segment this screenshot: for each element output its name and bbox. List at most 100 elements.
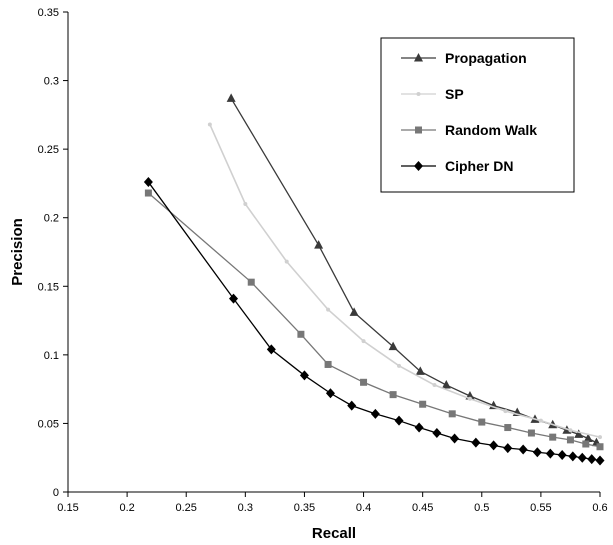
data-point-sp [284,259,289,264]
data-point-random-walk [448,410,456,418]
series-line-cipher-dn [147,181,601,462]
legend-label: Propagation [445,50,527,66]
y-tick-label: 0 [53,487,59,499]
data-point-propagation [415,366,425,375]
data-point-cipher-dn [450,433,460,444]
y-tick-label: 0.1 [44,350,59,362]
data-point-cipher-dn [299,370,309,381]
data-point-sp [568,428,573,433]
data-point-random-walk [478,418,486,426]
data-point-random-walk [144,189,152,197]
legend-marker [414,53,423,62]
series-layer [143,93,605,466]
series-sp [207,122,602,440]
y-axis-title: Precision [9,218,26,286]
data-point-random-walk [360,378,368,386]
legend-marker [415,126,422,134]
x-tick-label: 0.6 [592,502,607,514]
y-tick-label: 0.3 [44,76,59,88]
data-point-random-walk [297,330,305,338]
data-point-sp [243,202,248,206]
x-tick-label: 0.2 [119,502,134,514]
y-tick-label: 0.2 [44,213,59,225]
legend-item-cipher-dn: Cipher DN [401,158,513,174]
data-point-cipher-dn [266,344,276,355]
data-point-cipher-dn [229,293,239,304]
data-point-cipher-dn [471,437,481,448]
data-point-sp [432,383,437,388]
x-tick-label: 0.35 [294,502,315,514]
data-point-cipher-dn [325,388,335,399]
y-tick-label: 0.25 [38,144,59,156]
data-point-cipher-dn [143,177,153,188]
series-line-sp [209,124,601,438]
data-point-propagation [349,307,359,316]
data-point-random-walk [247,278,255,286]
data-point-cipher-dn [432,428,442,439]
y-tick-label: 0.15 [38,281,59,293]
data-point-random-walk [419,400,427,408]
series-line-random-walk [147,192,601,448]
legend-item-propagation: Propagation [401,50,527,66]
data-point-sp [503,409,508,414]
legend-item-random-walk: Random Walk [401,122,537,138]
legend-item-sp: SP [401,86,464,102]
data-point-cipher-dn [489,440,499,451]
data-point-cipher-dn [557,449,567,460]
data-point-sp [326,307,331,312]
x-tick-label: 0.5 [474,502,489,514]
data-point-cipher-dn [568,451,578,462]
data-point-propagation [388,341,398,351]
legend-marker [414,161,423,171]
data-point-random-walk [596,443,604,451]
y-tick-label: 0.05 [38,418,59,430]
x-tick-label: 0.25 [176,502,197,514]
data-point-random-walk [566,436,574,444]
data-point-cipher-dn [414,422,424,433]
data-point-random-walk [582,440,590,448]
data-point-random-walk [527,429,535,437]
axes [67,12,600,493]
data-point-random-walk [389,391,397,399]
x-tick-label: 0.55 [530,502,551,514]
data-point-cipher-dn [532,447,542,458]
x-axis-title: Recall [312,525,356,542]
legend-label: SP [445,86,464,102]
data-point-cipher-dn [545,448,555,459]
data-point-random-walk [549,433,557,441]
data-point-propagation [574,429,584,438]
data-point-random-walk [324,360,332,368]
data-point-sp [467,396,472,401]
x-tick-label: 0.3 [238,502,253,514]
legend-label: Cipher DN [445,158,513,174]
data-point-cipher-dn [347,400,357,411]
data-point-sp [207,122,212,127]
data-point-sp [397,363,402,368]
data-point-cipher-dn [503,443,513,454]
ticks: 0.15 0.2 0.25 0.3 0.35 0.4 0.45 0.5 0.55 0.6 0 0.05… [38,7,608,514]
x-tick-label: 0.45 [412,502,433,514]
series-random-walk [144,189,604,451]
data-point-propagation [226,93,236,102]
legend-marker [416,92,421,96]
data-point-cipher-dn [394,415,404,426]
x-tick-label: 0.15 [57,502,78,514]
series-cipher-dn [143,177,605,466]
data-point-cipher-dn [577,452,587,463]
data-point-propagation [441,380,451,389]
data-point-cipher-dn [518,444,528,455]
x-tick-label: 0.4 [356,502,371,514]
data-point-propagation [583,433,593,443]
legend: Propagation SP Random Walk Cipher DN [380,37,575,193]
y-tick-label: 0.35 [38,7,59,19]
data-point-sp [538,418,543,423]
data-point-cipher-dn [595,455,605,466]
data-point-propagation [314,240,324,249]
data-point-sp [598,435,602,440]
data-point-cipher-dn [587,454,597,465]
data-point-cipher-dn [370,408,380,419]
legend-label: Random Walk [445,122,537,138]
data-point-sp [361,339,366,344]
data-point-random-walk [504,424,512,432]
